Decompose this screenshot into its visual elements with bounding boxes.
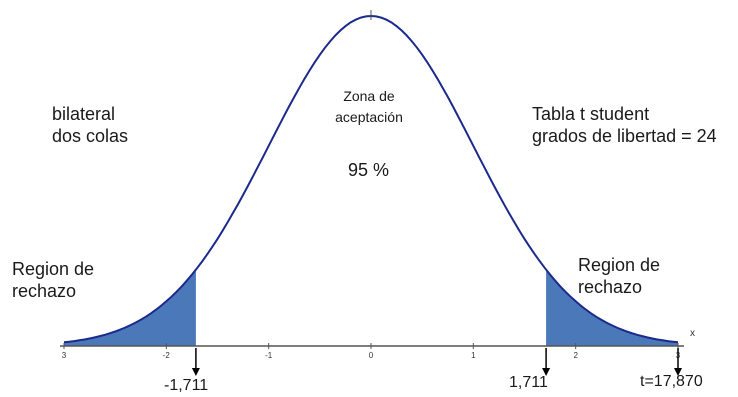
left-rejection-label: Region de rechazo (12, 258, 94, 302)
acceptance-line1: Zona de (343, 88, 395, 104)
x-axis-symbol: x (690, 328, 695, 339)
x-tick-label: 3 (62, 351, 67, 360)
right-critical-marker (542, 348, 551, 376)
left-critical-marker (191, 348, 200, 376)
right-rejection-area (546, 269, 678, 346)
value-markers (191, 348, 682, 376)
test-type-line1: bilateral (52, 104, 116, 124)
acceptance-line2: aceptación (335, 109, 403, 125)
right-region-line1: Region de (578, 255, 661, 275)
right-critical-label: 1,711 (509, 374, 548, 391)
x-tick-label: 0 (369, 351, 374, 360)
statistic-marker (674, 348, 682, 376)
left-rejection-area (64, 269, 196, 346)
left-region-line1: Region de (12, 259, 95, 279)
x-tick-label: 1 (471, 351, 476, 360)
left-critical-label: -1,711 (164, 377, 209, 394)
table-line2: grados de libertad = 24 (532, 126, 717, 146)
test-type-line2: dos colas (52, 126, 129, 146)
right-rejection-label: Region de rechazo (578, 254, 660, 298)
test-type-label: bilateral dos colas (52, 103, 128, 147)
left-region-line2: rechazo (12, 281, 77, 301)
confidence-label: 95 % (348, 160, 390, 180)
right-region-line2: rechazo (578, 277, 643, 297)
acceptance-zone-label: Zona de aceptación (318, 86, 420, 128)
x-tick-label: -1 (265, 351, 273, 360)
statistic-label: t=17,870 (640, 373, 703, 390)
table-info-label: Tabla t student grados de libertad = 24 (532, 103, 717, 147)
table-line1: Tabla t student (532, 104, 650, 124)
x-tick-label: 2 (573, 351, 578, 360)
x-tick-label: -2 (163, 351, 171, 360)
